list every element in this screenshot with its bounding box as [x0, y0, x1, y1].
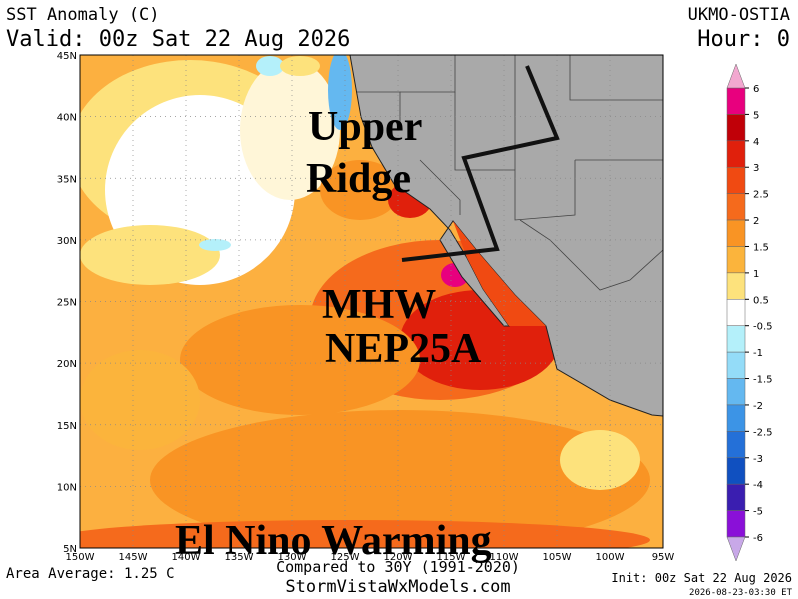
model: UKMO-OSTIA: [688, 5, 790, 25]
colorbar-swatch: [726, 378, 746, 406]
lon-label: 110W: [490, 552, 519, 563]
colorbar-label: -2.5: [753, 427, 773, 438]
colorbar-label: 0.5: [753, 295, 769, 306]
colorbar-swatch: [726, 431, 746, 459]
colorbar-end: [726, 63, 746, 89]
colorbar-swatch: [726, 140, 746, 168]
lon-label: 145W: [119, 552, 148, 563]
colorbar-label: -6: [753, 533, 763, 544]
colorbar-swatch: [726, 272, 746, 300]
colorbar-swatch: [726, 219, 746, 247]
lon-label: 135W: [225, 552, 254, 563]
title: SST Anomaly (C): [6, 5, 160, 25]
colorbar-swatch: [726, 457, 746, 485]
timestamp: 2026-08-23-03:30 ET: [689, 588, 793, 598]
colorbar-label: 2: [753, 216, 759, 227]
colorbar-swatch: [726, 114, 746, 142]
baseline-note: Compared to 30Y (1991-2020): [276, 558, 520, 576]
lon-label: 140W: [172, 552, 201, 563]
lat-label: 15N: [57, 421, 77, 432]
annotation: NEP25A: [325, 326, 482, 372]
colorbar-swatch: [726, 299, 746, 326]
colorbar-label: 6: [753, 84, 759, 95]
colorbar-swatch: [726, 483, 746, 511]
colorbar-swatch: [726, 166, 746, 194]
colorbar-label: -1: [753, 348, 763, 359]
colorbar-label: 5: [753, 110, 759, 121]
colorbar-label: 1.5: [753, 242, 769, 253]
lon-label: 100W: [596, 552, 625, 563]
lat-label: 30N: [57, 236, 77, 247]
colorbar-label: 3: [753, 163, 759, 174]
colorbar-label: 2.5: [753, 190, 769, 201]
lat-label: 10N: [57, 482, 77, 493]
colorbar-label: -3: [753, 454, 763, 465]
lon-label: 105W: [543, 552, 572, 563]
lat-label: 45N: [57, 51, 77, 62]
colorbar-swatch: [726, 510, 746, 538]
site: StormVistaWxModels.com: [285, 577, 510, 597]
colorbar-swatch: [726, 325, 746, 353]
colorbar-swatch: [726, 404, 746, 432]
lat-label: 5N: [63, 544, 77, 555]
lat-label: 40N: [57, 113, 77, 124]
colorbar-end: [726, 536, 746, 562]
colorbar-label: -4: [753, 480, 763, 491]
lon-label: 125W: [331, 552, 360, 563]
colorbar-label: -5: [753, 507, 763, 518]
colorbar-swatch: [726, 351, 746, 379]
init-time: Init: 00z Sat 22 Aug 2026: [611, 571, 792, 585]
lon-label: 115W: [437, 552, 466, 563]
lat-label: 35N: [57, 174, 77, 185]
annotation: Ridge: [306, 156, 411, 202]
valid-time: Valid: 00z Sat 22 Aug 2026: [6, 27, 350, 52]
lon-label: 130W: [278, 552, 307, 563]
map: Upper Ridge MHW NEP25A El Nino Warming: [79, 54, 664, 564]
hour: Hour: 0: [697, 27, 790, 52]
colorbar-label: 1: [753, 269, 759, 280]
annotation: El Nino Warming: [175, 518, 492, 564]
colorbar-swatch: [726, 87, 746, 115]
annotation: MHW: [322, 282, 436, 328]
lat-label: 20N: [57, 359, 77, 370]
colorbar-label: -1.5: [753, 375, 773, 386]
lon-label: 150W: [66, 552, 95, 563]
lon-label: 95W: [652, 552, 675, 563]
colorbar-swatch: [726, 246, 746, 274]
colorbar-swatch: [726, 193, 746, 221]
colorbar-label: 4: [753, 137, 759, 148]
annotation: Upper: [308, 104, 422, 150]
colorbar: 6 5 4 3 2.5 2 1.5 1 0.5 -0.5 -1 -1.5 -2 -2.5 -3 -4 -5 -6: [726, 63, 773, 562]
area-average: Area Average: 1.25 C: [6, 566, 175, 582]
colorbar-label: -0.5: [753, 322, 773, 333]
lon-label: 120W: [384, 552, 413, 563]
colorbar-label: -2: [753, 401, 763, 412]
lat-label: 25N: [57, 298, 77, 309]
